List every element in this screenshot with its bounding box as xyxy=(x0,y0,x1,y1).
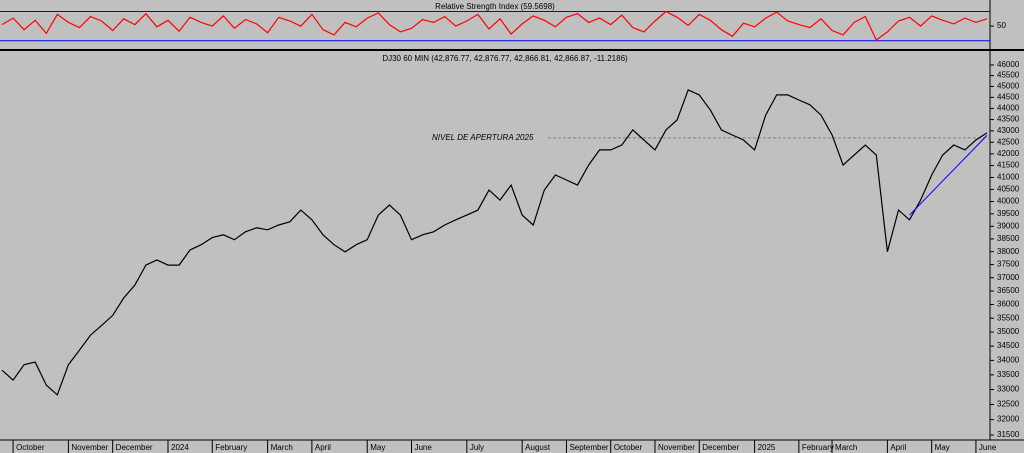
x-tick-label: May xyxy=(370,443,385,452)
x-tick-label: November xyxy=(71,443,108,452)
y-tick-label: 38000 xyxy=(997,247,1020,256)
y-tick-label: 32000 xyxy=(997,415,1020,424)
y-tick-label: 42000 xyxy=(997,149,1020,158)
x-tick-label: March xyxy=(271,443,293,452)
y-tick-label: 41500 xyxy=(997,161,1020,170)
x-tick-label: February xyxy=(802,443,834,452)
y-tick-label: 35000 xyxy=(997,327,1020,336)
x-tick-label: October xyxy=(16,443,45,452)
y-tick-label: 46000 xyxy=(997,60,1020,69)
x-tick-label: August xyxy=(525,443,551,452)
x-tick-label: December xyxy=(702,443,739,452)
x-tick-label: June xyxy=(979,443,997,452)
reference-label: NIVEL DE APERTURA 2025 xyxy=(432,133,534,142)
price-line xyxy=(1,89,988,396)
x-tick-label: March xyxy=(835,443,857,452)
x-tick-label: April xyxy=(315,443,331,452)
y-tick-label: 45000 xyxy=(997,82,1020,91)
x-tick-label: July xyxy=(470,443,484,452)
x-tick-label: December xyxy=(116,443,153,452)
x-tick-label: 2025 xyxy=(758,443,776,452)
y-tick-label: 35500 xyxy=(997,313,1020,322)
y-tick-label: 34500 xyxy=(997,341,1020,350)
y-tick-label: 32500 xyxy=(997,400,1020,409)
y-tick-label: 38500 xyxy=(997,234,1020,243)
x-tick-label: November xyxy=(658,443,695,452)
x-tick-label: June xyxy=(414,443,432,452)
y-tick-label: 37500 xyxy=(997,260,1020,269)
price-line xyxy=(1,10,988,41)
y-tick-label: 39000 xyxy=(997,221,1020,230)
y-tick-label: 44500 xyxy=(997,92,1020,101)
x-tick-label: 2024 xyxy=(171,443,189,452)
y-tick-label: 33000 xyxy=(997,385,1020,394)
x-tick-label: May xyxy=(935,443,950,452)
y-tick-label: 44000 xyxy=(997,103,1020,112)
x-tick-label: April xyxy=(890,443,906,452)
y-tick-label: 40500 xyxy=(997,185,1020,194)
y-tick-label: 40000 xyxy=(997,197,1020,206)
y-tick-label: 37000 xyxy=(997,273,1020,282)
y-tick-label: 31500 xyxy=(997,430,1020,439)
y-tick-label: 43500 xyxy=(997,115,1020,124)
y-tick-label: 42500 xyxy=(997,137,1020,146)
y-tick-label: 45500 xyxy=(997,71,1020,80)
y-tick-label: 34000 xyxy=(997,355,1020,364)
y-tick-label: 39500 xyxy=(997,209,1020,218)
y-tick-label: 50 xyxy=(997,21,1006,30)
x-tick-label: October xyxy=(614,443,643,452)
price-title: DJ30 60 MIN (42,876.77, 42,876.77, 42,86… xyxy=(382,54,628,63)
x-tick-label: February xyxy=(215,443,247,452)
y-tick-label: 36500 xyxy=(997,286,1020,295)
y-tick-label: 36000 xyxy=(997,300,1020,309)
y-tick-label: 41000 xyxy=(997,173,1020,182)
x-tick-label: September xyxy=(569,443,608,452)
rsi-title: Relative Strength Index (59.5698) xyxy=(435,2,555,11)
y-tick-label: 33500 xyxy=(997,370,1020,379)
y-tick-label: 43000 xyxy=(997,126,1020,135)
trendline xyxy=(909,135,988,216)
